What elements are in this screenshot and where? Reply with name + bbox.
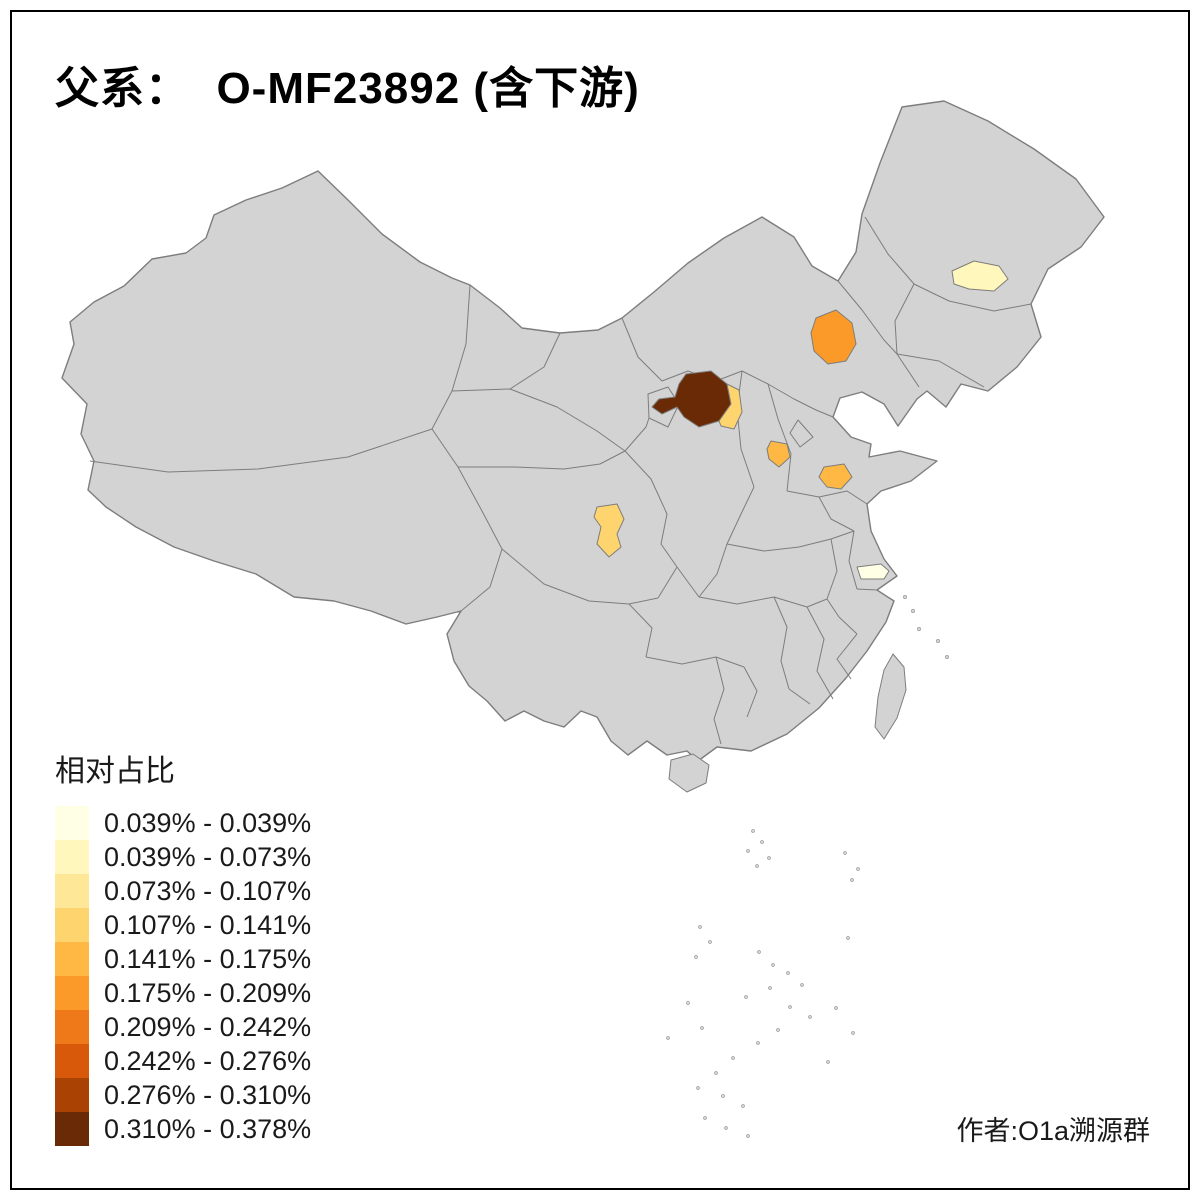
legend-label: 0.107% - 0.141% bbox=[104, 909, 312, 940]
legend-swatch bbox=[55, 806, 89, 840]
map-region-highlight bbox=[766, 440, 791, 468]
legend-swatch bbox=[55, 1112, 89, 1146]
legend-swatch bbox=[55, 1010, 89, 1044]
legend-row: 0.310% - 0.378% bbox=[55, 1112, 311, 1146]
legend-label: 0.175% - 0.209% bbox=[104, 977, 312, 1008]
legend-row: 0.276% - 0.310% bbox=[55, 1078, 311, 1112]
legend-swatch bbox=[55, 976, 89, 1010]
map-region-highlight bbox=[951, 260, 1009, 292]
map-region-highlight bbox=[810, 309, 857, 365]
legend-row: 0.242% - 0.276% bbox=[55, 1044, 311, 1078]
legend-label: 0.209% - 0.242% bbox=[104, 1011, 312, 1042]
legend-title: 相对占比 bbox=[55, 755, 175, 788]
legend-swatch bbox=[55, 908, 89, 942]
legend-label: 0.073% - 0.107% bbox=[104, 875, 312, 906]
legend: 相对占比 0.039% - 0.039% 0.039% - 0.073% 0.0… bbox=[55, 746, 311, 1146]
legend-swatch bbox=[55, 942, 89, 976]
china-mainland-outline bbox=[61, 100, 1105, 762]
map-region-highlight bbox=[593, 503, 625, 558]
legend-label: 0.310% - 0.378% bbox=[104, 1113, 312, 1144]
highlight-regions bbox=[593, 260, 1009, 580]
credit-text: 作者:O1a溯源群 bbox=[956, 1116, 1150, 1146]
map-region-highlight bbox=[818, 463, 853, 490]
legend-swatch bbox=[55, 1078, 89, 1112]
legend-row: 0.039% - 0.039% bbox=[55, 806, 311, 840]
legend-label: 0.276% - 0.310% bbox=[104, 1079, 312, 1110]
legend-row: 0.039% - 0.073% bbox=[55, 840, 311, 874]
legend-row: 0.107% - 0.141% bbox=[55, 908, 311, 942]
china-landmass bbox=[61, 100, 1105, 793]
legend-swatch bbox=[55, 874, 89, 908]
map-region-highlight bbox=[718, 383, 743, 430]
legend-label: 0.141% - 0.175% bbox=[104, 943, 312, 974]
legend-label: 0.242% - 0.276% bbox=[104, 1045, 312, 1076]
legend-row: 0.073% - 0.107% bbox=[55, 874, 311, 908]
legend-swatch bbox=[55, 1044, 89, 1078]
legend-swatch bbox=[55, 840, 89, 874]
taiwan-island bbox=[874, 653, 907, 740]
legend-row: 0.141% - 0.175% bbox=[55, 942, 311, 976]
plot-title: 父系： O-MF23892 (含下游) bbox=[55, 64, 640, 113]
hainan-island bbox=[668, 753, 710, 793]
legend-items: 0.039% - 0.039% 0.039% - 0.073% 0.073% -… bbox=[55, 806, 311, 1146]
coastal-and-south-china-sea-islands bbox=[666, 594, 950, 1138]
legend-label: 0.039% - 0.039% bbox=[104, 807, 312, 838]
province-boundaries bbox=[89, 216, 1032, 745]
legend-label: 0.039% - 0.073% bbox=[104, 841, 312, 872]
legend-row: 0.175% - 0.209% bbox=[55, 976, 311, 1010]
legend-row: 0.209% - 0.242% bbox=[55, 1010, 311, 1044]
map-region-highlight bbox=[856, 563, 890, 580]
